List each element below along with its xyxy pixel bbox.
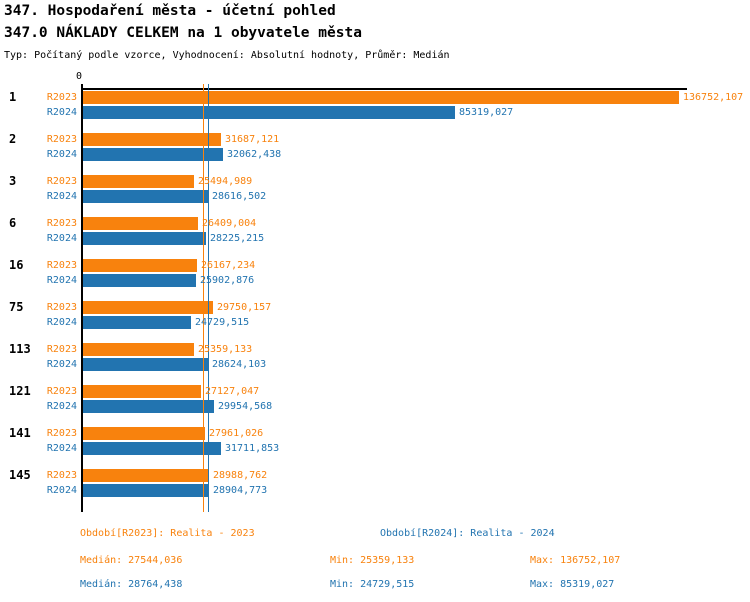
series-tick-label-r2024: R2024 xyxy=(46,443,77,454)
bar-r2024-cat-16[interactable] xyxy=(83,274,196,287)
series-tick-label-r2023: R2023 xyxy=(46,218,77,229)
series-tick-label-r2023: R2023 xyxy=(46,428,77,439)
series-tick-label-r2024: R2024 xyxy=(46,107,77,118)
category-label-145: 145 xyxy=(9,468,31,482)
bar-value-label-r2024-cat-16: 25902,876 xyxy=(200,275,255,286)
stat-max-r2023: Max: 136752,107 xyxy=(530,555,621,566)
series-tick-label-r2023: R2023 xyxy=(46,344,77,355)
stat-median-r2024: Medián: 28764,438 xyxy=(80,579,183,590)
series-tick-label-r2023: R2023 xyxy=(46,260,77,271)
legend-r2023: Období[R2023]: Realita - 2023 xyxy=(80,528,255,539)
bar-value-label-r2024-cat-141: 31711,853 xyxy=(225,443,280,454)
bar-r2023-cat-75[interactable] xyxy=(83,301,213,314)
bar-value-label-r2024-cat-121: 29954,568 xyxy=(218,401,273,412)
bar-r2024-cat-75[interactable] xyxy=(83,316,191,329)
bar-r2023-cat-3[interactable] xyxy=(83,175,194,188)
category-label-16: 16 xyxy=(9,258,24,272)
bar-r2024-cat-113[interactable] xyxy=(83,358,208,371)
bar-value-label-r2023-cat-113: 25359,133 xyxy=(198,344,253,355)
series-tick-label-r2023: R2023 xyxy=(46,470,77,481)
bar-value-label-r2023-cat-1: 136752,107 xyxy=(683,92,744,103)
legend-r2024: Období[R2024]: Realita - 2024 xyxy=(380,528,555,539)
bar-value-label-r2023-cat-121: 27127,047 xyxy=(205,386,260,397)
median-line-r2023 xyxy=(203,84,204,512)
series-tick-label-r2023: R2023 xyxy=(46,386,77,397)
series-tick-label-r2024: R2024 xyxy=(46,233,77,244)
series-tick-label-r2024: R2024 xyxy=(46,485,77,496)
bar-value-label-r2023-cat-16: 26167,234 xyxy=(201,260,256,271)
category-label-3: 3 xyxy=(9,174,17,188)
bar-value-label-r2024-cat-2: 32062,438 xyxy=(227,149,282,160)
series-tick-label-r2024: R2024 xyxy=(46,191,77,202)
series-tick-label-r2024: R2024 xyxy=(46,359,77,370)
bar-r2024-cat-6[interactable] xyxy=(83,232,206,245)
bar-value-label-r2023-cat-2: 31687,121 xyxy=(225,134,280,145)
bar-r2023-cat-121[interactable] xyxy=(83,385,201,398)
bar-r2024-cat-145[interactable] xyxy=(83,484,209,497)
category-axis-line xyxy=(81,84,83,512)
category-label-121: 121 xyxy=(9,384,31,398)
value-axis-zero-label: 0 xyxy=(75,71,83,82)
bar-r2023-cat-141[interactable] xyxy=(83,427,205,440)
bar-value-label-r2024-cat-113: 28624,103 xyxy=(212,359,267,370)
category-label-1: 1 xyxy=(9,90,17,104)
bar-r2023-cat-113[interactable] xyxy=(83,343,194,356)
series-tick-label-r2023: R2023 xyxy=(46,92,77,103)
series-tick-label-r2023: R2023 xyxy=(46,176,77,187)
bar-r2024-cat-121[interactable] xyxy=(83,400,214,413)
bar-value-label-r2024-cat-3: 28616,502 xyxy=(212,191,267,202)
report-title-line1: 347. Hospodaření města - účetní pohled xyxy=(4,3,336,19)
bar-value-label-r2024-cat-6: 28225,215 xyxy=(210,233,265,244)
bar-value-label-r2023-cat-3: 25494,989 xyxy=(198,176,253,187)
report-meta: Typ: Počítaný podle vzorce, Vyhodnocení:… xyxy=(4,50,450,61)
stat-max-r2024: Max: 85319,027 xyxy=(530,579,615,590)
category-label-75: 75 xyxy=(9,300,24,314)
category-label-2: 2 xyxy=(9,132,17,146)
stat-min-r2023: Min: 25359,133 xyxy=(330,555,415,566)
series-tick-label-r2024: R2024 xyxy=(46,275,77,286)
series-tick-label-r2023: R2023 xyxy=(46,134,77,145)
value-axis-line xyxy=(81,88,687,90)
series-tick-label-r2024: R2024 xyxy=(46,149,77,160)
bar-r2023-cat-16[interactable] xyxy=(83,259,197,272)
stat-median-r2023: Medián: 27544,036 xyxy=(80,555,183,566)
bar-value-label-r2024-cat-1: 85319,027 xyxy=(459,107,514,118)
median-line-r2024 xyxy=(208,84,209,512)
bar-r2023-cat-1[interactable] xyxy=(83,91,679,104)
bar-value-label-r2023-cat-6: 26409,004 xyxy=(202,218,257,229)
bar-value-label-r2023-cat-145: 28988,762 xyxy=(213,470,268,481)
category-label-113: 113 xyxy=(9,342,31,356)
bar-r2023-cat-6[interactable] xyxy=(83,217,198,230)
category-label-6: 6 xyxy=(9,216,17,230)
stat-min-r2024: Min: 24729,515 xyxy=(330,579,415,590)
bar-value-label-r2023-cat-141: 27961,026 xyxy=(209,428,264,439)
bar-r2024-cat-141[interactable] xyxy=(83,442,221,455)
bar-r2024-cat-3[interactable] xyxy=(83,190,208,203)
bar-value-label-r2023-cat-75: 29750,157 xyxy=(217,302,272,313)
bar-r2023-cat-2[interactable] xyxy=(83,133,221,146)
bar-value-label-r2024-cat-75: 24729,515 xyxy=(195,317,250,328)
series-tick-label-r2024: R2024 xyxy=(46,401,77,412)
bar-value-label-r2024-cat-145: 28904,773 xyxy=(213,485,268,496)
report-title-line2: 347.0 NÁKLADY CELKEM na 1 obyvatele měst… xyxy=(4,25,362,41)
bar-r2023-cat-145[interactable] xyxy=(83,469,209,482)
series-tick-label-r2023: R2023 xyxy=(46,302,77,313)
bar-r2024-cat-1[interactable] xyxy=(83,106,455,119)
bar-r2024-cat-2[interactable] xyxy=(83,148,223,161)
series-tick-label-r2024: R2024 xyxy=(46,317,77,328)
category-label-141: 141 xyxy=(9,426,31,440)
